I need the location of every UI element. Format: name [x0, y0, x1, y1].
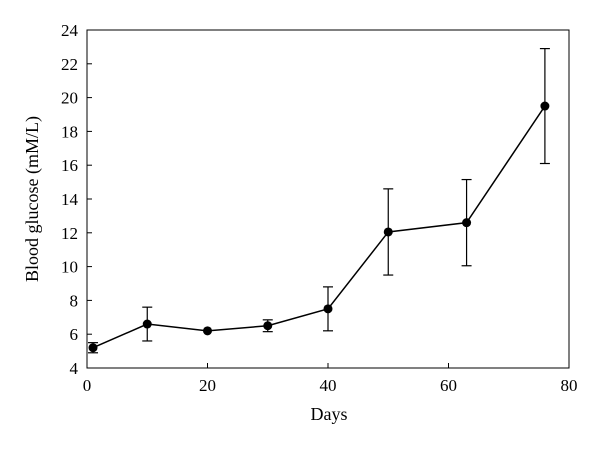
data-point-5: [383, 227, 393, 237]
x-axis-title: Days: [311, 404, 348, 424]
data-point-0: [88, 343, 98, 353]
y-tick-label-5: 14: [61, 190, 79, 209]
x-tick-label-3: 60: [440, 376, 457, 395]
data-point-4: [323, 304, 333, 314]
data-point-2: [203, 326, 212, 336]
y-tick-label-2: 8: [70, 291, 79, 310]
y-tick-label-1: 6: [70, 325, 79, 344]
data-point-7: [540, 101, 550, 111]
data-point-1: [142, 319, 152, 329]
y-tick-label-0: 4: [70, 359, 79, 378]
x-tick-label-4: 80: [561, 376, 578, 395]
data-point-3: [263, 321, 273, 331]
y-tick-label-8: 20: [61, 89, 78, 108]
y-tick-label-3: 10: [61, 258, 78, 277]
x-tick-label-1: 20: [199, 376, 216, 395]
y-tick-label-10: 24: [61, 21, 79, 40]
y-tick-label-4: 12: [61, 224, 78, 243]
y-tick-label-6: 16: [61, 156, 78, 175]
y-axis-title: Blood glucose (mM/L): [22, 116, 43, 282]
series-line-0: [92, 105, 546, 349]
axes: 4 6 8 10 12 14 16 18 20 22 24 0 20 40 60 80: [61, 21, 578, 395]
y-tick-label-7: 18: [61, 122, 78, 141]
series-layer: [88, 47, 550, 354]
data-point-6: [462, 218, 472, 228]
y-tick-label-9: 22: [61, 55, 78, 74]
x-tick-label-2: 40: [320, 376, 337, 395]
x-tick-label-0: 0: [83, 376, 92, 395]
